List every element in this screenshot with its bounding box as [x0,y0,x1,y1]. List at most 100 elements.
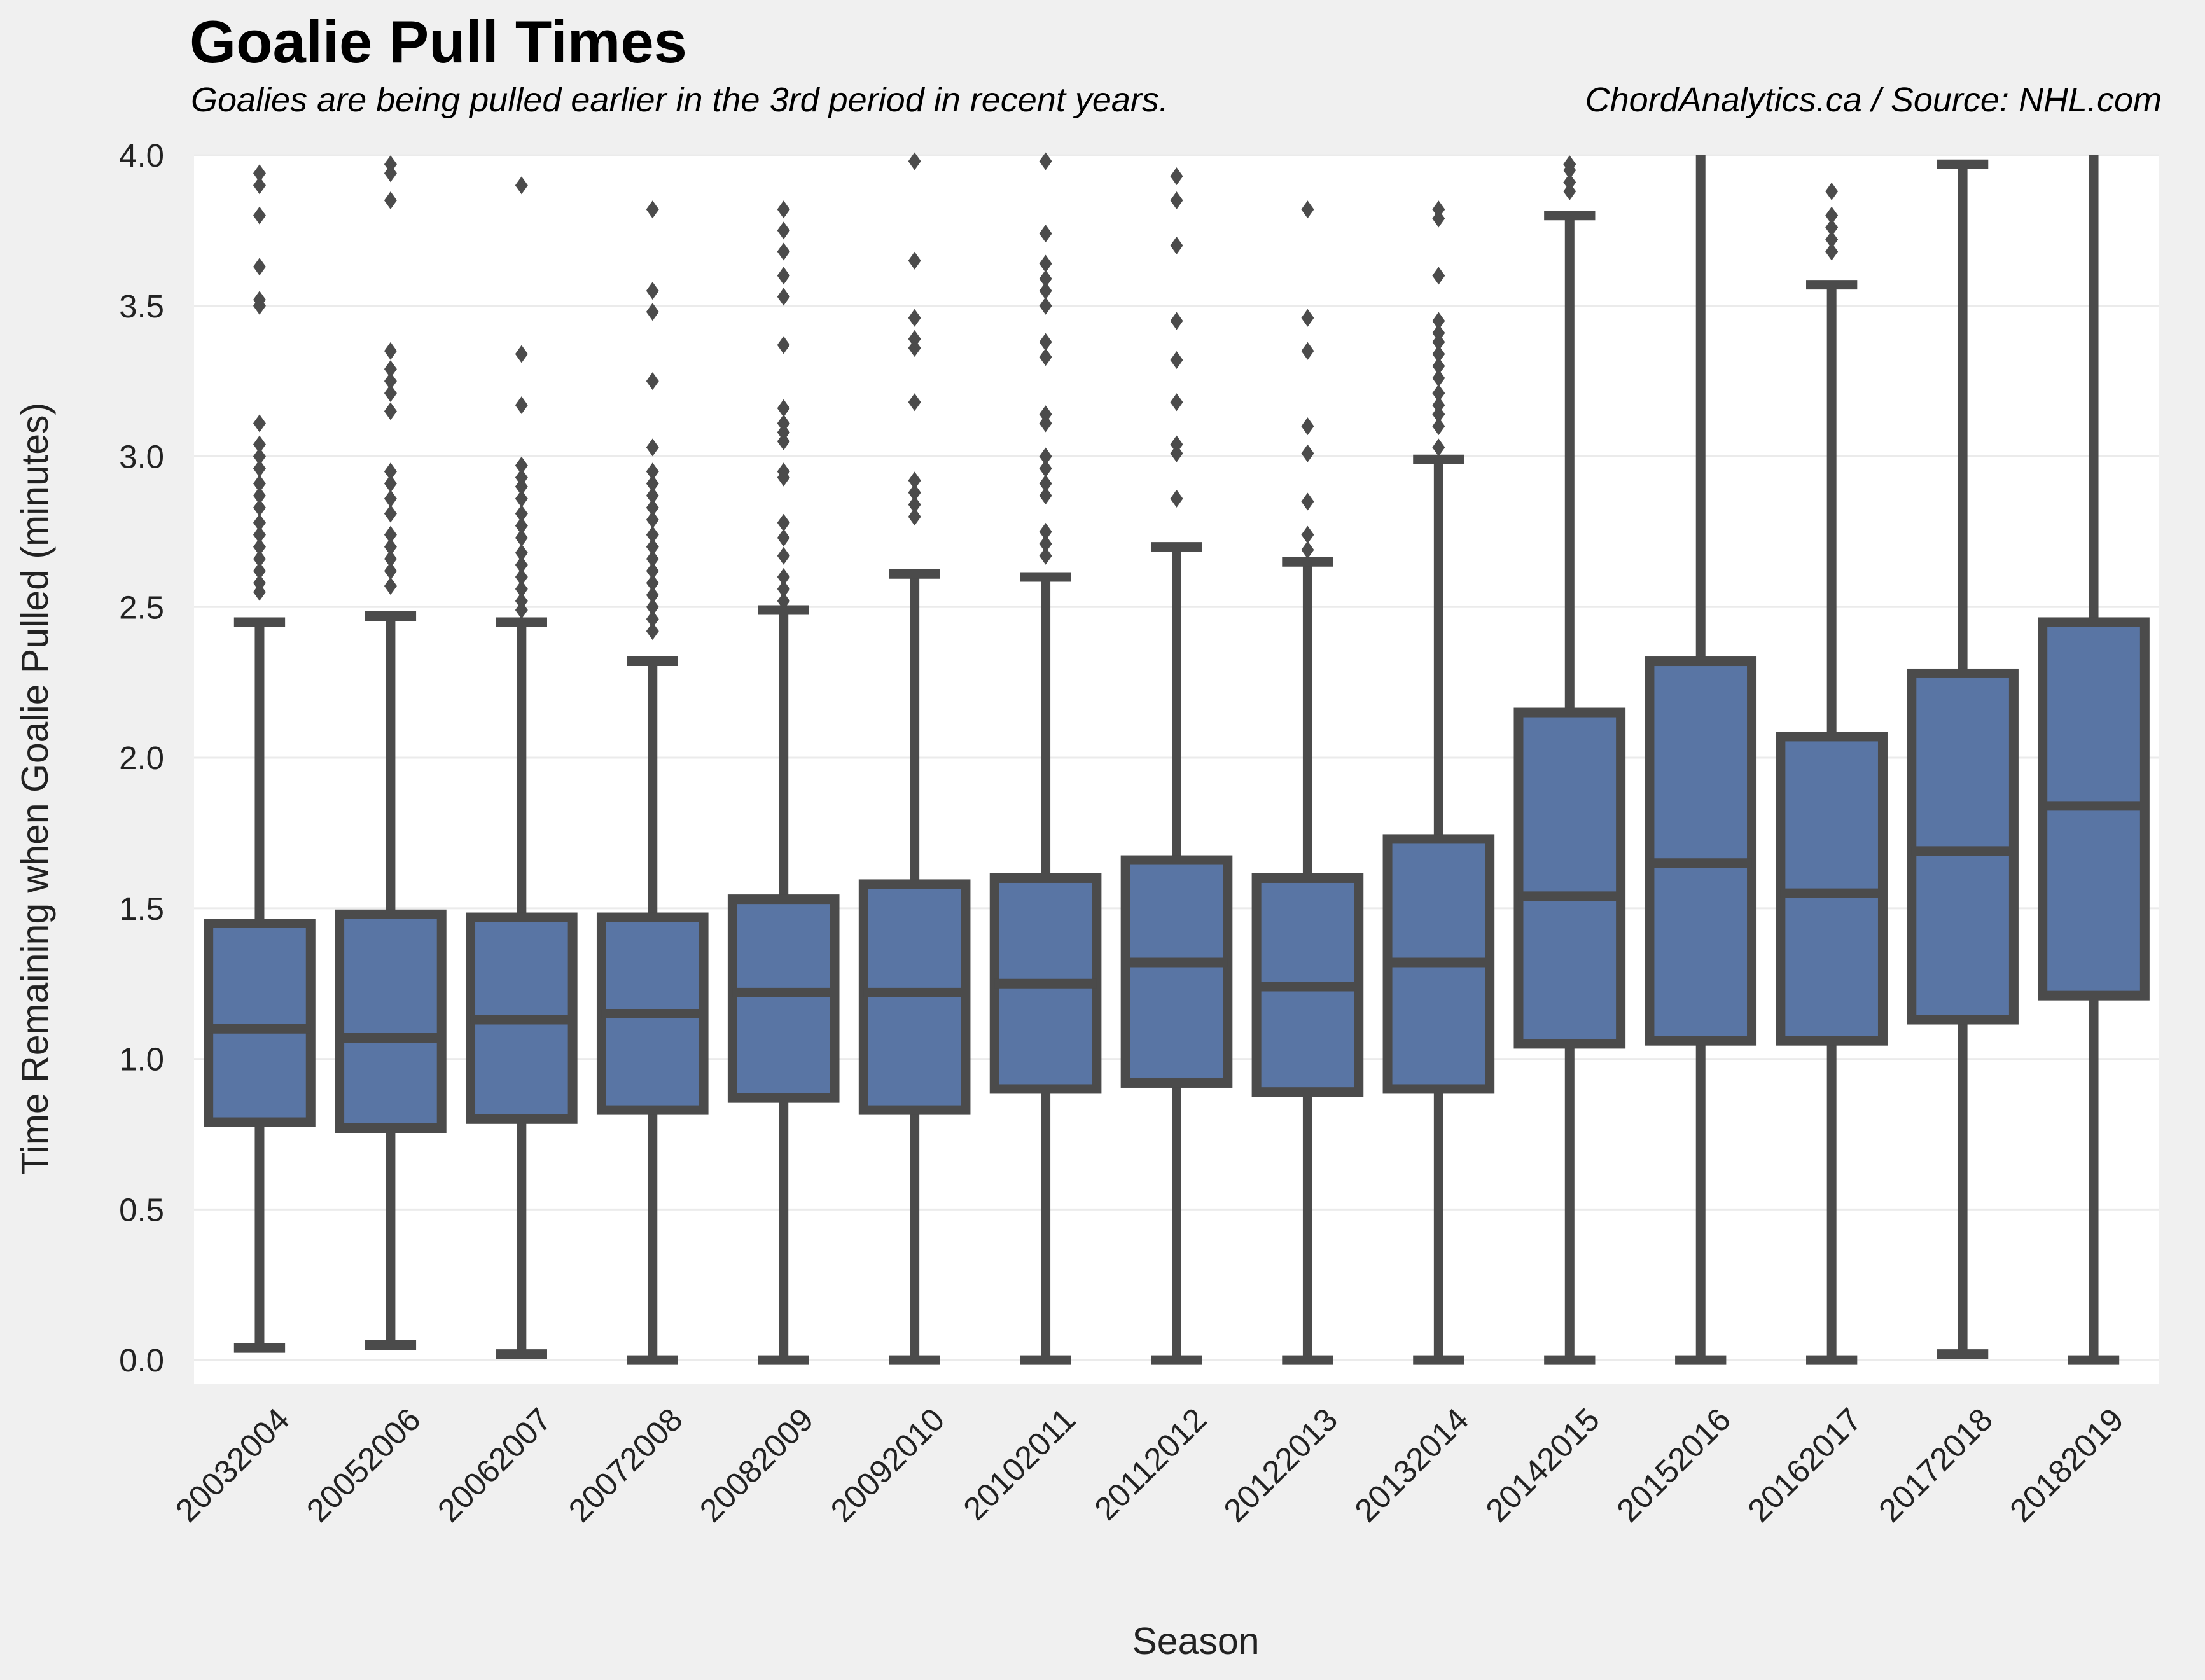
outlier-point [384,504,397,523]
outlier-point [646,200,659,219]
x-tick-label: 20032004 [169,1401,296,1529]
box-20132014 [1382,200,1495,1365]
box-20122013 [1251,200,1364,1365]
outlier-point [908,496,921,514]
outlier-point [1170,489,1183,508]
outlier-point [1432,333,1445,351]
outlier-point [646,562,659,580]
outlier-point [1039,254,1052,273]
iqr-box [335,909,447,1133]
x-tick-label: 20122013 [1216,1401,1344,1529]
x-tick-label: 20182019 [2003,1401,2131,1529]
outlier-point [908,483,921,502]
outlier-point [1432,345,1445,363]
box-20152016 [1645,155,1757,1365]
outlier-point [1170,167,1183,186]
outlier-point [777,580,790,598]
x-tick-label: 20092010 [824,1401,952,1529]
outlier-point [777,242,790,261]
outlier-point [1039,487,1052,505]
outlier-point [253,499,266,517]
outlier-point [1563,155,1576,174]
outlier-point [1432,324,1445,342]
outlier-point [253,513,266,532]
outlier-point [253,487,266,505]
outlier-point [253,562,266,580]
outlier-point [1170,435,1183,454]
outlier-point [908,330,921,348]
outlier-point [1432,357,1445,375]
box-20032004 [204,164,316,1353]
outlier-point [253,538,266,556]
outlier-point [777,221,790,240]
outlier-point [253,459,266,478]
outlier-point [1039,152,1052,170]
boxes [204,152,2150,1365]
outlier-point [1432,369,1445,387]
outlier-point [1170,191,1183,210]
outlier-point [1432,209,1445,228]
outlier-point [777,513,790,532]
y-tick-label: 1.0 [119,1041,164,1078]
outlier-point [515,601,528,620]
outlier-point [1301,417,1314,436]
outlier-point [1039,522,1052,541]
outlier-point [1432,384,1445,403]
outlier-point [384,402,397,420]
x-tick-label: 20072008 [562,1401,690,1529]
outlier-point [1301,492,1314,511]
outlier-point [1039,348,1052,366]
outlier-point [646,598,659,616]
outlier-point [1301,541,1314,559]
outlier-point [253,176,266,195]
outlier-point [384,538,397,556]
outlier-point [646,499,659,517]
outlier-point [646,622,659,641]
outlier-point [1039,546,1052,565]
outlier-point [253,574,266,592]
outlier-point [908,471,921,490]
outlier-point [646,574,659,592]
outlier-point [515,517,528,535]
outlier-point [908,393,921,412]
outlier-point [777,432,790,450]
outlier-point [1301,342,1314,360]
outlier-point [1301,444,1314,462]
outlier-point [253,206,266,225]
outlier-point [384,342,397,360]
outlier-point [384,489,397,508]
y-tick-label: 2.5 [119,589,164,625]
outlier-point [908,152,921,170]
outlier-point [646,475,659,493]
outlier-point [1039,447,1052,466]
y-tick-label: 1.5 [119,891,164,927]
outlier-point [384,577,397,595]
outlier-point [646,550,659,568]
outlier-point [515,477,528,496]
outlier-point [646,282,659,300]
outlier-point [777,414,790,433]
box-20112012 [1120,167,1233,1365]
outlier-point [1432,396,1445,415]
y-axis-ticks: 0.0 0.5 1.0 1.5 2.0 2.5 3.0 3.5 4.0 [119,137,164,1378]
iqr-box [1513,707,1626,1049]
chart-subtitle: Goalies are being pulled earlier in the … [191,81,1169,119]
outlier-point [646,303,659,321]
outlier-point [384,462,397,481]
outlier-point [908,309,921,327]
outlier-point [1825,242,1839,261]
chart-credit: ChordAnalytics.ca / Source: NHL.com [1585,81,2162,119]
outlier-point [646,525,659,544]
outlier-point [1170,393,1183,412]
outlier-point [1563,173,1576,191]
outlier-point [253,447,266,466]
outlier-point [1432,417,1445,436]
outlier-point [515,567,528,586]
outlier-point [646,538,659,556]
outlier-point [1039,225,1052,243]
outlier-point [1170,444,1183,462]
outlier-point [384,562,397,580]
iqr-box [727,894,840,1103]
y-tick-label: 2.0 [119,740,164,776]
chart-title: Goalie Pull Times [190,8,687,75]
